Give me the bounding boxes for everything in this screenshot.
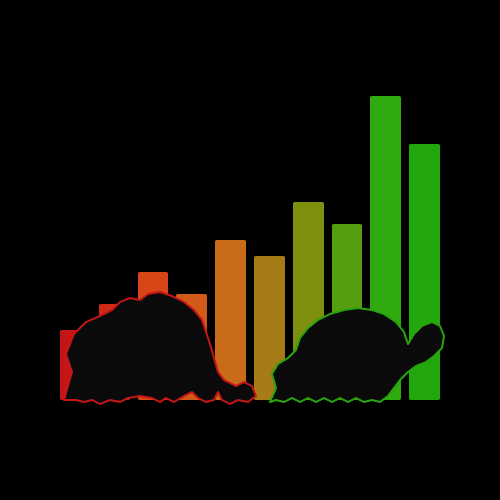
bull-silhouette (270, 308, 444, 402)
bear-silhouette (64, 292, 256, 404)
animal-silhouettes (0, 224, 500, 404)
market-infographic (0, 0, 500, 500)
